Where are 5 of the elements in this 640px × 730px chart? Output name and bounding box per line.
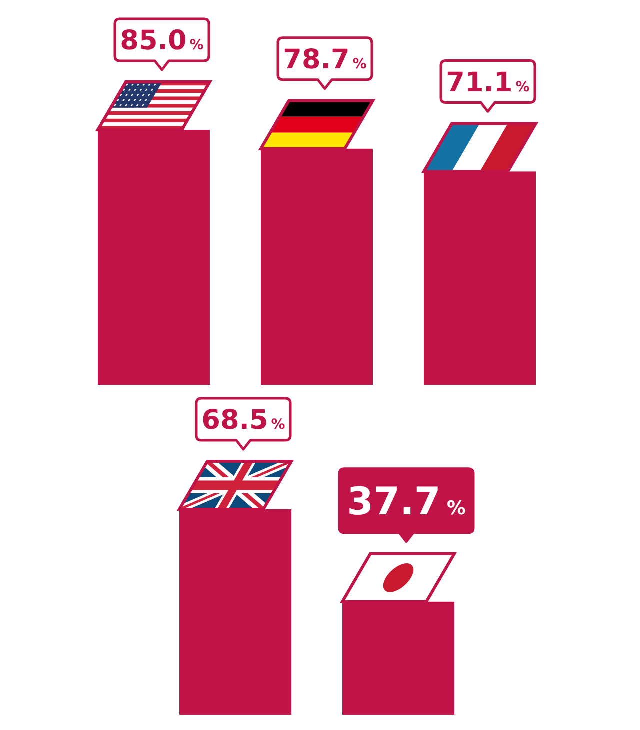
data-label: 85.0%	[120, 26, 204, 57]
data-label: 68.5%	[202, 405, 286, 436]
data-label: 37.7%	[347, 480, 466, 524]
data-label: 78.7%	[283, 44, 367, 76]
data-label: 71.1%	[446, 67, 530, 98]
